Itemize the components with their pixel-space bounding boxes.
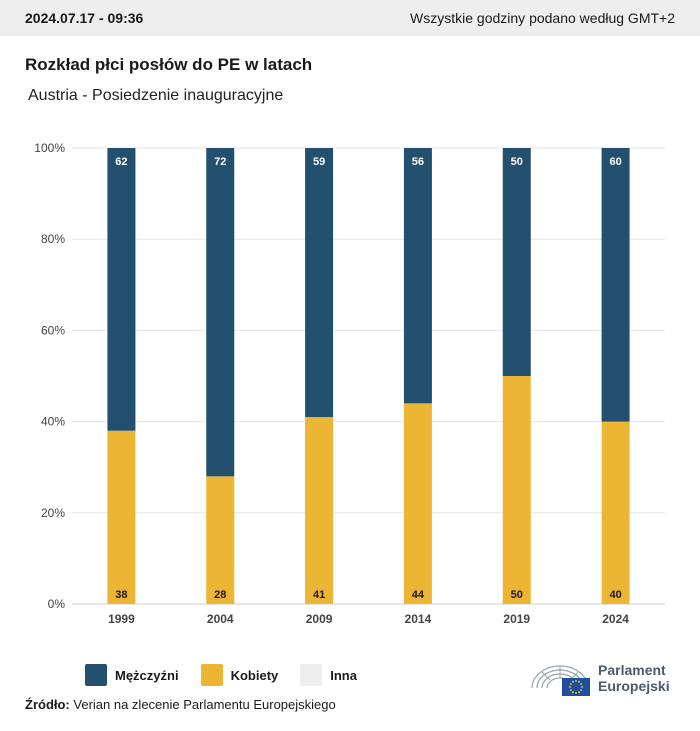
data-label-men: 60: [609, 156, 621, 168]
bar-men: [601, 148, 630, 422]
bar-men: [305, 148, 334, 418]
eu-star: [578, 691, 580, 694]
timezone-note: Wszystkie godziny podano według GMT+2: [410, 10, 675, 26]
logo-text: Parlament Europejski: [598, 662, 670, 694]
y-tick-label: 80%: [41, 232, 65, 246]
bar-men: [206, 148, 235, 477]
source-label: Źródło:: [25, 697, 70, 712]
x-tick-label: 2019: [503, 612, 530, 626]
eu-star: [575, 692, 577, 694]
data-label-women: 41: [313, 589, 325, 601]
bar-women: [502, 376, 531, 604]
data-label-women: 28: [214, 589, 226, 601]
legend-item-men: Mężczyźni: [85, 664, 179, 686]
bar-men: [107, 148, 136, 431]
legend-swatch-women: [200, 664, 223, 686]
bar-men: [502, 148, 531, 376]
chart-subtitle: Austria - Posiedzenie inauguracyjne: [28, 87, 284, 104]
data-label-women: 50: [511, 589, 523, 601]
x-tick-label: 1999: [108, 612, 135, 626]
eu-star: [569, 689, 572, 691]
eu-star: [580, 689, 583, 691]
eu-star: [569, 686, 571, 688]
y-tick-label: 40%: [41, 415, 65, 429]
bar-women: [305, 417, 334, 604]
data-label-men: 56: [412, 156, 424, 168]
bar-women: [107, 430, 136, 604]
data-label-men: 72: [214, 156, 226, 168]
bar-men: [403, 148, 432, 404]
data-label-men: 62: [115, 156, 127, 168]
logo-line-1: Parlament: [598, 662, 666, 678]
legend-item-women: Kobiety: [200, 664, 279, 686]
source-text: Verian na zlecenie Parlamentu Europejski…: [73, 697, 336, 712]
legend: Mężczyźni Kobiety Inna: [85, 664, 379, 686]
logo-line-2: Europejski: [598, 678, 670, 694]
y-tick-label: 20%: [41, 506, 65, 520]
legend-label-men: Mężczyźni: [115, 667, 179, 683]
bar-women: [601, 421, 630, 604]
data-label-women: 44: [412, 589, 425, 601]
x-tick-label: 2009: [306, 612, 333, 626]
bar-chart: 0% 20% 40% 60% 80% 100% 62 38 1999 72 28 2004 59 41 20…: [34, 141, 665, 626]
legend-swatch-men: [85, 664, 107, 686]
source-note: Źródło: Verian na zlecenie Parlamentu Eu…: [25, 697, 336, 712]
eu-star: [572, 691, 574, 694]
data-label-women: 40: [609, 589, 621, 601]
y-tick-label: 100%: [34, 141, 65, 155]
data-label-men: 50: [511, 156, 523, 168]
x-tick-label: 2014: [405, 612, 432, 626]
y-tick-label: 60%: [41, 323, 65, 337]
eu-star: [569, 683, 572, 685]
eu-star: [578, 680, 580, 683]
data-label-women: 38: [115, 589, 127, 601]
x-tick-label: 2024: [602, 612, 629, 626]
data-label-men: 59: [313, 156, 325, 168]
eu-star: [572, 680, 574, 683]
legend-swatch-other: [300, 664, 323, 686]
legend-item-other: Inna: [300, 664, 357, 686]
eu-star: [580, 683, 583, 685]
ep-logo: Parlament Europejski: [528, 658, 670, 698]
eu-star: [575, 680, 577, 682]
x-tick-label: 2004: [207, 612, 234, 626]
timestamp: 2024.07.17 - 09:36: [25, 10, 144, 26]
y-tick-label: 0%: [48, 597, 66, 611]
parliament-hemicycle-icon: [531, 665, 590, 696]
top-bar: 2024.07.17 - 09:36 Wszystkie godziny pod…: [0, 0, 700, 36]
bar-women: [206, 476, 235, 604]
legend-label-women: Kobiety: [230, 667, 279, 683]
bar-women: [403, 403, 432, 604]
chart-title: Rozkład płci posłów do PE w latach: [25, 55, 313, 74]
eu-star: [581, 686, 583, 688]
eu-flag-icon: [562, 678, 590, 696]
legend-label-other: Inna: [330, 667, 357, 683]
